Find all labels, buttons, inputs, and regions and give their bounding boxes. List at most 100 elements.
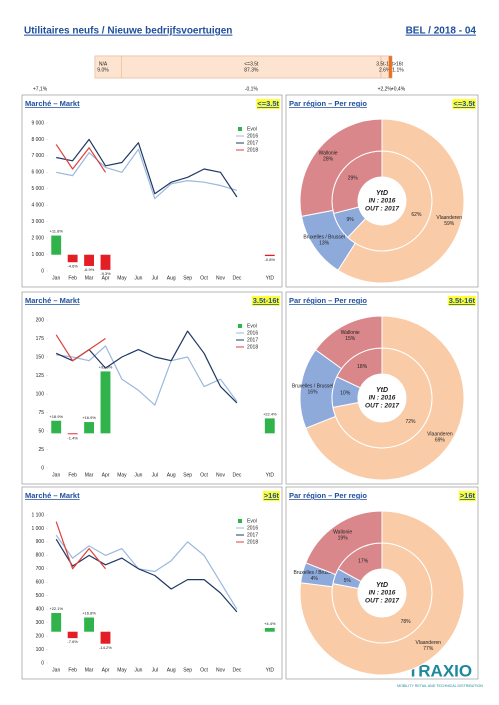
tag-highlight <box>447 296 476 306</box>
donut-slice <box>314 315 383 370</box>
evolution-label: +2,2% <box>378 86 393 92</box>
x-tick-label: Jul <box>152 472 158 478</box>
panel-title: Par région – Per regio <box>289 491 367 500</box>
series-line <box>56 148 238 200</box>
evol-bar <box>264 627 275 632</box>
y-tick-label: 7 000 <box>31 153 44 159</box>
legend-label: 2017 <box>247 337 258 343</box>
panel-frame <box>285 486 479 680</box>
panel-tag: 3.5t-16t <box>253 296 280 305</box>
slice-value: 62% <box>411 212 422 218</box>
panel-title: Par région – Per regio <box>289 99 367 108</box>
x-tick-label: Aug <box>167 275 176 281</box>
evol-label: -14.2% <box>99 645 112 650</box>
evol-label: -6.9% <box>84 267 95 272</box>
panel-frame <box>21 486 283 680</box>
evol-bar <box>84 617 94 632</box>
evolution-label: +0,4% <box>391 86 406 92</box>
y-tick-label: 600 <box>36 580 45 586</box>
segment-value: 87.3% <box>244 67 259 73</box>
donut-slice <box>299 510 465 676</box>
panel-tag: 3.5t-16t <box>449 296 476 305</box>
panel-frame <box>285 291 479 485</box>
x-tick-label: Aug <box>167 667 176 673</box>
evol-label: +11.8% <box>50 229 64 234</box>
donut-slice <box>299 118 383 217</box>
panel-frame <box>21 291 283 485</box>
slice-value: 16% <box>308 390 319 396</box>
y-tick-label: 300 <box>36 620 45 626</box>
evolution-label: +7,1% <box>33 86 48 92</box>
series-line <box>55 521 106 570</box>
panel-title: Marché – Markt <box>25 296 80 305</box>
center-label: YtD <box>376 582 388 589</box>
tag-highlight <box>458 491 476 501</box>
y-tick-label: 100 <box>36 647 45 653</box>
legend-label: 2017 <box>247 140 258 146</box>
legend-label: 2017 <box>247 532 258 538</box>
evol-bar <box>84 422 94 434</box>
x-tick-label: Feb <box>68 472 77 478</box>
donut-slice <box>305 510 383 576</box>
legend-swatch <box>238 519 242 523</box>
x-tick-label: Apr <box>102 275 110 281</box>
x-tick-label: Jan <box>52 667 60 673</box>
y-tick-label: 5 000 <box>31 186 44 192</box>
x-tick-label: May <box>117 472 127 478</box>
evol-label: +16.9% <box>82 415 96 420</box>
evol-bar <box>51 235 62 255</box>
evol-label: +92.9% <box>99 364 113 369</box>
slice-value: 18% <box>357 364 368 370</box>
slice-category: Wallonie <box>319 151 338 157</box>
x-tick-label: Dec <box>232 275 241 281</box>
donut-slice <box>305 315 465 481</box>
panel-frame <box>285 94 479 288</box>
evol-bar <box>67 631 78 639</box>
evol-bar <box>100 631 111 644</box>
center-label: YtD <box>376 387 388 394</box>
series-line <box>55 144 106 173</box>
segment-label: >16t <box>393 61 403 67</box>
ring-name: OUT : 2017 <box>365 206 399 213</box>
x-tick-label: Aug <box>167 472 176 478</box>
evol-label: +18.9% <box>49 414 63 419</box>
evolution-label: -0,1% <box>245 86 259 92</box>
donut-slice <box>337 118 465 284</box>
logo-tagline: MOBILITY RETAIL AND TECHNICAL DISTRIBUTI… <box>397 684 483 688</box>
panel-tag: >16t <box>264 491 280 500</box>
evol-label: -4.6% <box>67 263 78 268</box>
y-tick-label: 100 <box>36 391 45 397</box>
slice-value: 13% <box>319 241 330 247</box>
evol-bar <box>100 371 111 434</box>
center-label: YtD <box>376 190 388 197</box>
evol-label: +22.1% <box>49 606 63 611</box>
evol-label: -7.6% <box>67 639 78 644</box>
y-tick-label: 6 000 <box>31 170 44 176</box>
x-tick-label: Jul <box>152 667 158 673</box>
y-tick-label: 0 <box>41 660 44 666</box>
x-tick-label: Jan <box>52 472 60 478</box>
y-tick-label: 1 000 <box>31 526 44 532</box>
slice-category: Wallonie <box>341 330 360 336</box>
x-tick-label: May <box>117 667 127 673</box>
slice-category: Vlaanderen <box>436 215 462 221</box>
page-title: Utilitaires neufs / Nieuwe bedrijfsvoert… <box>24 26 232 37</box>
y-tick-label: 500 <box>36 593 45 599</box>
slice-category: Wallonie <box>333 529 352 535</box>
legend-label: 2016 <box>247 133 258 139</box>
panel-tag: <=3.5t <box>257 99 279 108</box>
x-tick-label: YtD <box>266 275 275 281</box>
x-tick-label: Nov <box>216 275 225 281</box>
x-tick-label: Mar <box>85 667 94 673</box>
segment-label: 3.5t-16t <box>376 61 394 67</box>
slice-value: 10% <box>340 391 351 397</box>
ring-name: IN : 2016 <box>369 198 396 205</box>
series-line <box>56 138 238 198</box>
segment-value: 2.6% <box>379 67 391 73</box>
y-tick-label: 75 <box>38 410 44 416</box>
page-subtitle: BEL / 2018 - 04 <box>406 26 477 37</box>
panel-tag: <=3.5t <box>453 99 475 108</box>
y-tick-label: 700 <box>36 566 45 572</box>
x-tick-label: Sep <box>183 275 192 281</box>
slice-value: 78% <box>401 619 412 625</box>
